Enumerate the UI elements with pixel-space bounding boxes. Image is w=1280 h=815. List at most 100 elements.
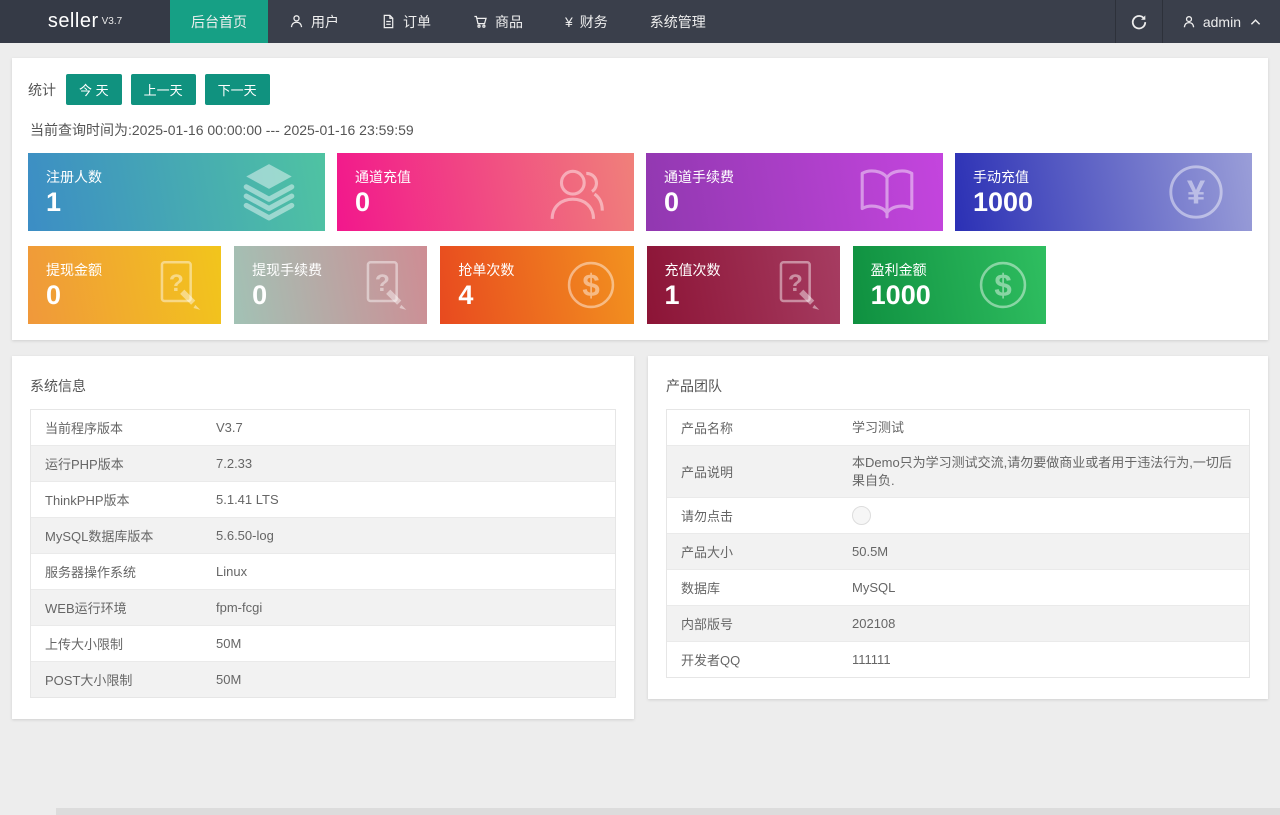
table-row: 产品大小 50.5M bbox=[667, 533, 1249, 570]
stats-header: 统计 今 天上一天 下一天 bbox=[28, 74, 1252, 105]
row-value: 50M bbox=[216, 635, 242, 651]
nav-menu: 后台首页 用户 订单 商品 ¥ 财务 系统管理 bbox=[170, 0, 727, 43]
table-row: WEB运行环境 fpm-fcgi bbox=[31, 589, 615, 625]
svg-text:?: ? bbox=[375, 270, 390, 297]
nav-item-label: 用户 bbox=[311, 13, 339, 30]
nav-item-home[interactable]: 后台首页 bbox=[170, 0, 268, 43]
stats-buttons: 今 天上一天 下一天 bbox=[66, 74, 279, 105]
nav-item-users[interactable]: 用户 bbox=[268, 0, 360, 43]
row-label: 请勿点击 bbox=[681, 509, 734, 525]
stat-card-value: 1 bbox=[46, 187, 62, 217]
row-label: 开发者QQ bbox=[681, 653, 741, 669]
layers-icon bbox=[235, 161, 303, 223]
main-content: 统计 今 天上一天 下一天 当前查询时间为:2025-01-16 00:00:00… bbox=[0, 43, 1280, 719]
stat-card-value: 0 bbox=[355, 187, 371, 217]
yen-icon: ¥ bbox=[565, 13, 573, 30]
next-day-button[interactable]: 下一天 bbox=[204, 74, 270, 105]
table-row: 服务器操作系统 Linux bbox=[31, 553, 615, 589]
row-label: 上传大小限制 bbox=[45, 637, 124, 652]
logo-text: seller bbox=[47, 10, 99, 32]
prev-day-button[interactable]: 上一天 bbox=[130, 74, 196, 105]
row-value: 5.6.50-log bbox=[216, 527, 274, 543]
file-question-icon: ? bbox=[768, 258, 826, 312]
admin-username: admin bbox=[1202, 13, 1241, 30]
users-icon bbox=[544, 161, 612, 223]
row-value: 5.1.41 LTS bbox=[216, 491, 279, 507]
row-label: 当前程序版本 bbox=[45, 421, 124, 436]
stat-card-value: 4 bbox=[458, 280, 474, 310]
row-label: 产品说明 bbox=[681, 465, 734, 481]
query-time-text: 当前查询时间为:2025-01-16 00:00:00 --- 2025-01-… bbox=[30, 122, 414, 138]
do-not-click-badge[interactable] bbox=[852, 506, 871, 526]
stat-card-label: 提现金额 bbox=[46, 262, 102, 278]
table-row: 内部版号 202108 bbox=[667, 605, 1249, 642]
stat-card-withdraw-fee: 提现手续费 0? bbox=[234, 246, 428, 324]
refresh-icon bbox=[1131, 14, 1147, 30]
row-value: fpm-fcgi bbox=[216, 599, 263, 615]
nav-item-label: 订单 bbox=[403, 13, 431, 30]
nav-item-system[interactable]: 系统管理 bbox=[629, 0, 727, 43]
yen-circle-icon: ¥ bbox=[1162, 161, 1230, 223]
row-label: 产品名称 bbox=[681, 421, 734, 436]
row-label: 运行PHP版本 bbox=[45, 457, 124, 472]
stat-card-value: 0 bbox=[46, 280, 62, 310]
stat-card-value: 1000 bbox=[870, 280, 931, 310]
nav-item-finance[interactable]: ¥ 财务 bbox=[544, 0, 629, 43]
logo-version: V3.7 bbox=[101, 16, 123, 27]
stat-card-label: 手动充值 bbox=[973, 169, 1029, 185]
svg-text:?: ? bbox=[169, 270, 184, 297]
stat-card-value: 0 bbox=[252, 280, 268, 310]
table-row: 运行PHP版本 7.2.33 bbox=[31, 445, 615, 481]
user-icon bbox=[289, 14, 304, 29]
product-team-panel: 产品团队 产品名称 学习测试 产品说明 本Demo只为学习测试交流,请勿要做商业或者用… bbox=[648, 356, 1268, 700]
nav-item-orders[interactable]: 订单 bbox=[360, 0, 452, 43]
system-info-table: 当前程序版本 V3.7 运行PHP版本 7.2.33 ThinkPHP版本 5.1.41 … bbox=[30, 409, 616, 698]
svg-text:¥: ¥ bbox=[1187, 174, 1206, 211]
stat-card-value: 1 bbox=[664, 280, 680, 310]
file-question-icon: ? bbox=[149, 258, 207, 312]
row-value: MySQL bbox=[852, 579, 896, 595]
chevron-up-icon bbox=[1250, 18, 1261, 25]
table-row: MySQL数据库版本 5.6.50-log bbox=[31, 517, 615, 553]
row-value: 50M bbox=[216, 671, 242, 687]
row-value: 111111 bbox=[852, 651, 891, 667]
nav-item-label: 财务 bbox=[579, 13, 608, 30]
row-label: 内部版号 bbox=[681, 617, 734, 633]
stat-card-label: 盈利金额 bbox=[870, 262, 927, 278]
document-icon bbox=[381, 14, 396, 29]
table-row: POST大小限制 50M bbox=[31, 661, 615, 697]
stat-card-recharge-count: 充值次数 1? bbox=[646, 246, 840, 324]
table-row: 上传大小限制 50M bbox=[31, 625, 615, 661]
stat-card-label: 通道手续费 bbox=[664, 169, 734, 185]
row-value: 202108 bbox=[852, 615, 896, 631]
stat-card-channel-recharge: 通道充值 0 bbox=[337, 153, 634, 231]
stat-card-manual-recharge: 手动充值 1000 ¥ bbox=[955, 153, 1252, 231]
today-button[interactable]: 今 天 bbox=[66, 74, 122, 105]
user-icon bbox=[1183, 15, 1195, 27]
refresh-button[interactable] bbox=[1114, 0, 1162, 43]
row-label: 数据库 bbox=[681, 581, 721, 597]
table-row: 开发者QQ 111111 bbox=[667, 641, 1249, 678]
stat-card-channel-fee: 通道手续费 0 bbox=[646, 153, 943, 231]
product-team-title: 产品团队 bbox=[666, 378, 722, 394]
row-label: WEB运行环境 bbox=[45, 601, 127, 616]
row-label: 产品大小 bbox=[681, 545, 734, 561]
nav-item-goods[interactable]: 商品 bbox=[452, 0, 544, 43]
stat-card-label: 抢单次数 bbox=[458, 262, 515, 278]
row-label: 服务器操作系统 bbox=[45, 565, 137, 580]
row-value: 7.2.33 bbox=[216, 455, 253, 471]
nav-item-label: 后台首页 bbox=[191, 13, 247, 30]
navbar: seller V3.7 后台首页 用户 订单 商品 ¥ 财务 系统管理 admin bbox=[0, 0, 1280, 43]
product-team-table: 产品名称 学习测试 产品说明 本Demo只为学习测试交流,请勿要做商业或者用于违法行为… bbox=[666, 409, 1250, 679]
stats-panel: 统计 今 天上一天 下一天 当前查询时间为:2025-01-16 00:00:00… bbox=[12, 58, 1268, 340]
table-row: 产品说明 本Demo只为学习测试交流,请勿要做商业或者用于违法行为,一切后果自负. bbox=[667, 445, 1249, 498]
stat-card-withdraw-amount: 提现金额 0? bbox=[28, 246, 222, 324]
stat-card-label: 注册人数 bbox=[46, 169, 102, 185]
app-logo[interactable]: seller V3.7 bbox=[0, 0, 170, 43]
row-value: 50.5M bbox=[852, 543, 889, 559]
svg-text:?: ? bbox=[788, 270, 803, 297]
row-value: Linux bbox=[216, 563, 248, 579]
row-label: POST大小限制 bbox=[45, 673, 133, 688]
row-label: ThinkPHP版本 bbox=[45, 493, 130, 508]
admin-menu[interactable]: admin bbox=[1161, 0, 1280, 43]
